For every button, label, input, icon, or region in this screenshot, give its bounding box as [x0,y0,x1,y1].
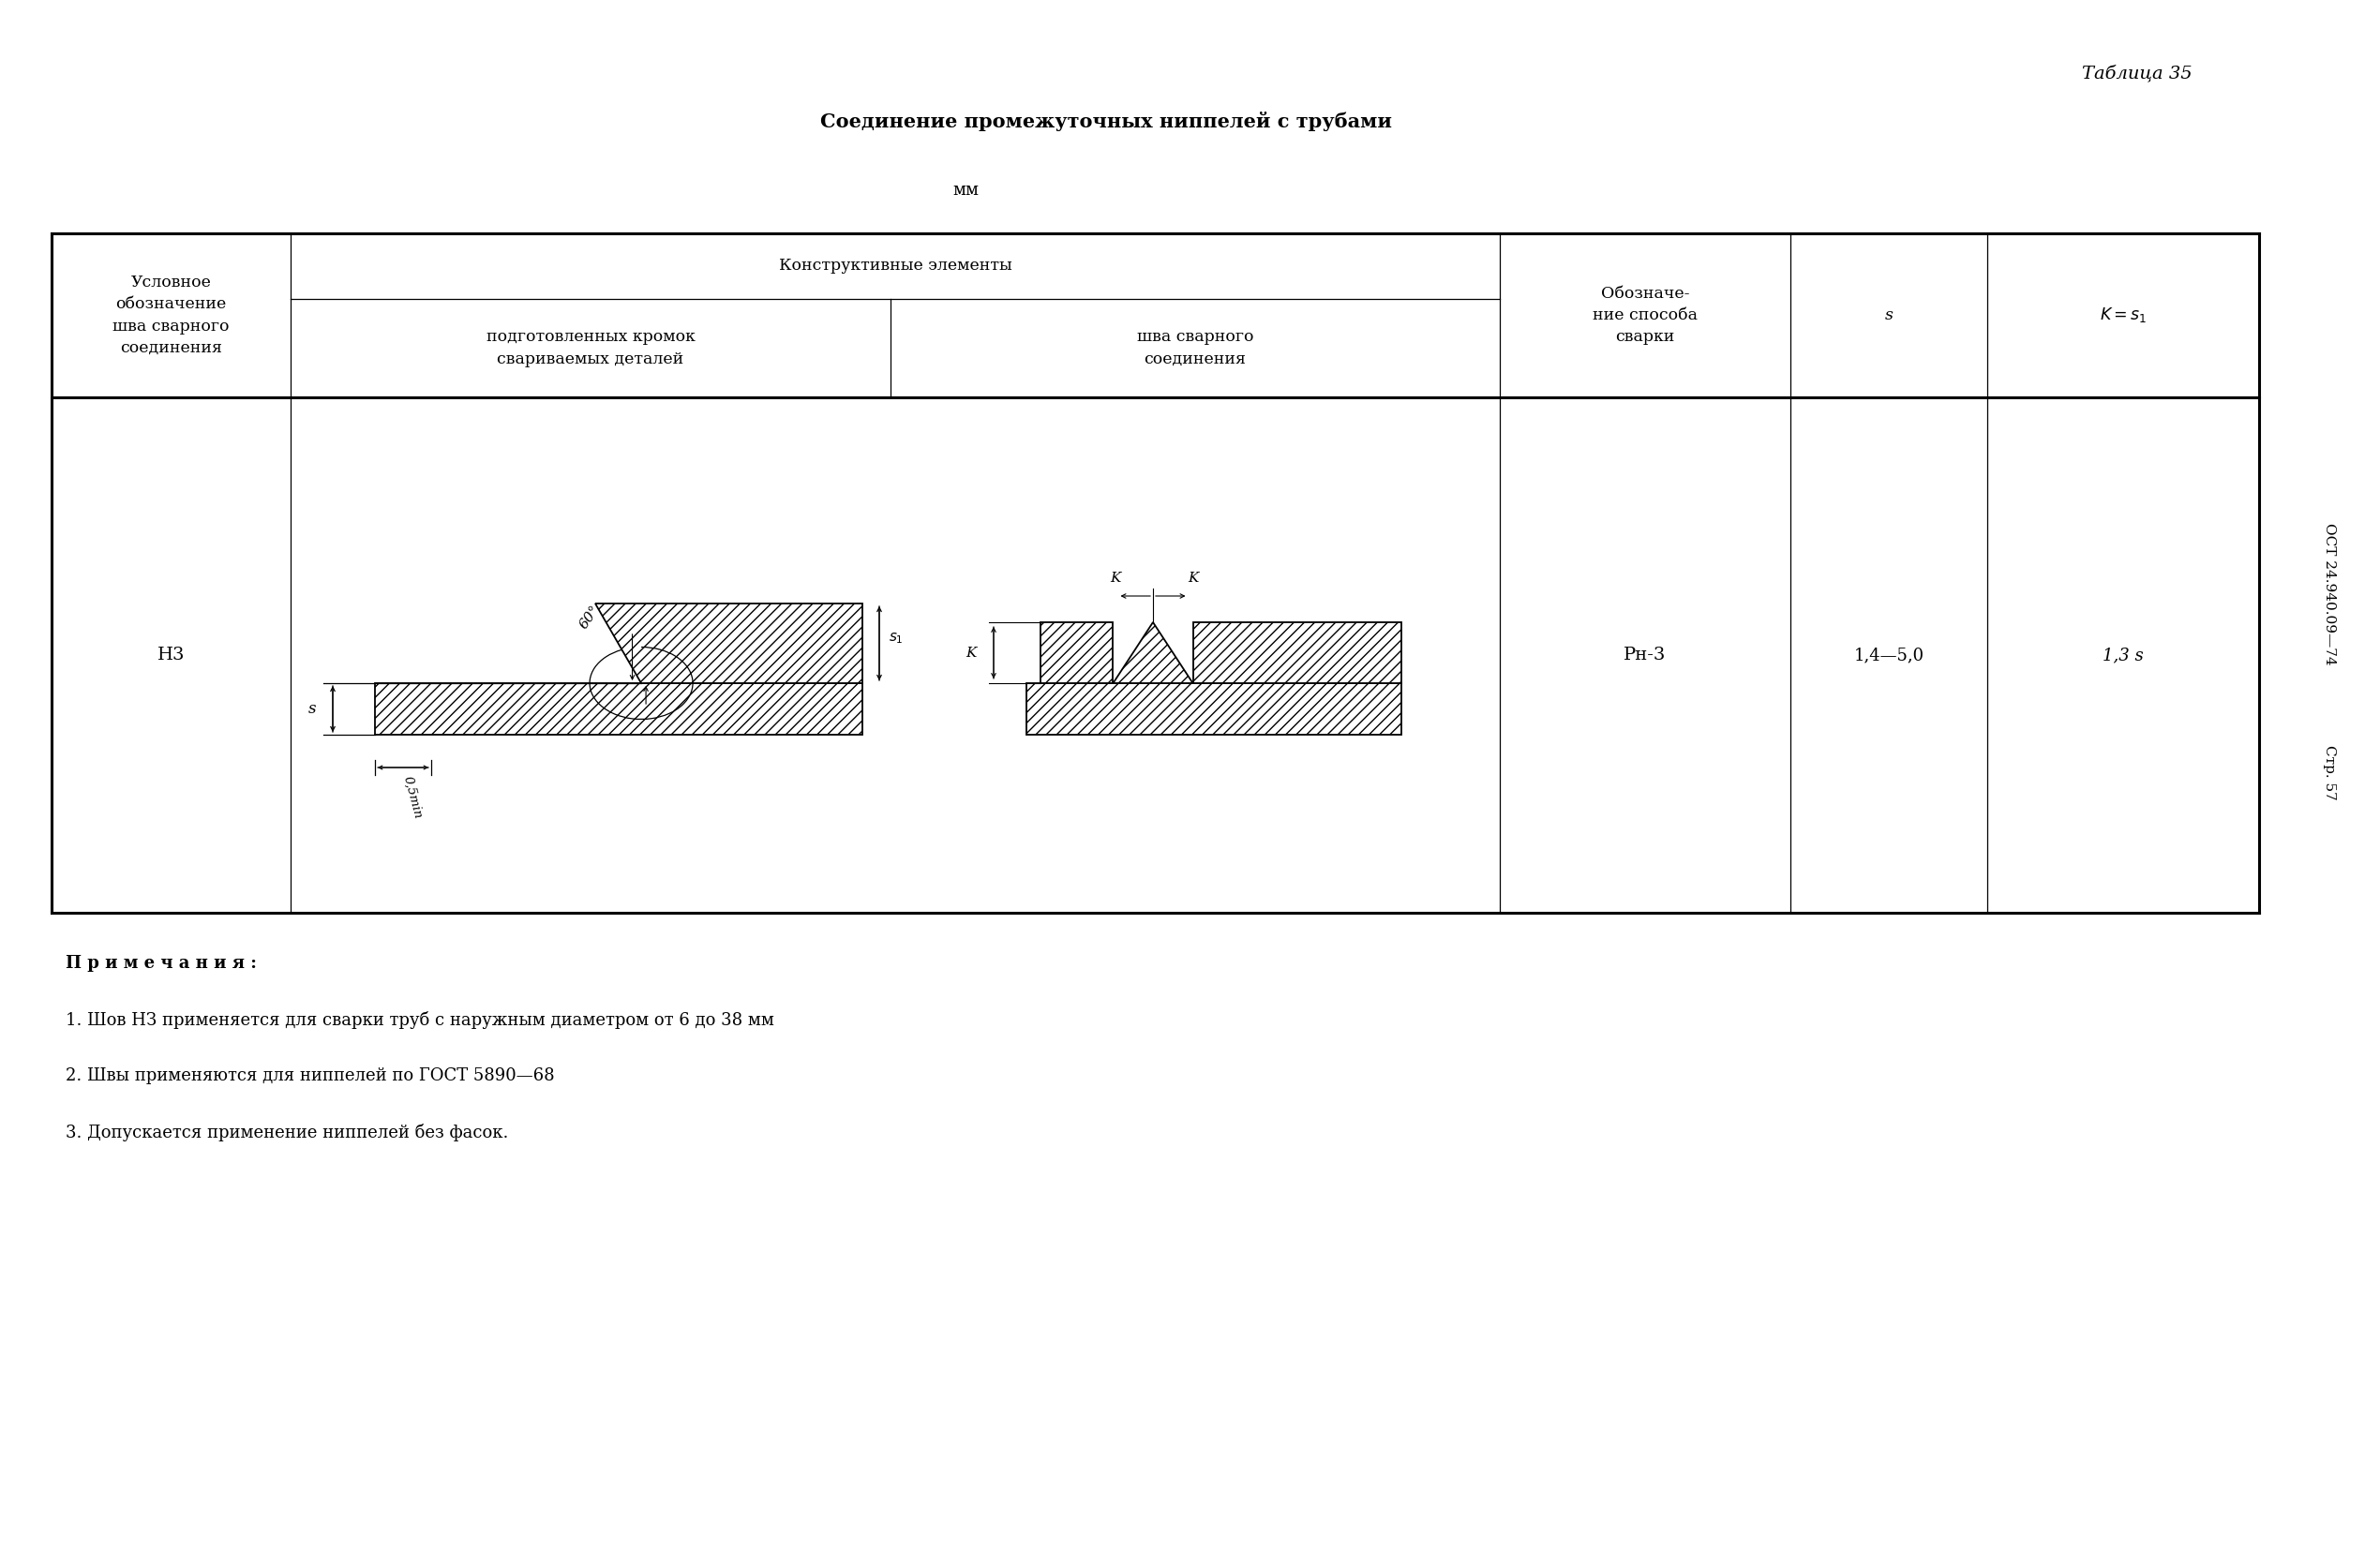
Text: $K = s_1$: $K = s_1$ [2099,305,2147,324]
Polygon shape [1114,622,1192,684]
Text: Условное
обозначение
шва сварного
соединения: Условное обозначение шва сварного соедин… [112,274,228,356]
Text: шва сварного
соединения: шва сварного соединения [1138,329,1254,367]
Text: П р и м е ч а н и я :: П р и м е ч а н и я : [67,955,257,972]
Text: 1,4—5,0: 1,4—5,0 [1854,646,1923,663]
Text: Обозначе-
ние способа
сварки: Обозначе- ние способа сварки [1592,285,1697,346]
Text: $s_1$: $s_1$ [888,631,904,646]
Text: K: K [1188,572,1197,584]
Text: s: s [1885,307,1892,324]
Text: Конструктивные элементы: Конструктивные элементы [778,259,1012,274]
Text: Рн-3: Рн-3 [1623,646,1666,663]
Text: Н3: Н3 [157,646,186,663]
Polygon shape [1192,622,1402,684]
Text: подготовленных кромок
свариваемых деталей: подготовленных кромок свариваемых детале… [486,329,695,367]
Polygon shape [595,603,862,684]
Text: s: s [307,701,317,718]
Text: 1,3 s: 1,3 s [2102,646,2144,663]
Polygon shape [376,684,862,735]
Text: Соединение промежуточных ниппелей с трубами: Соединение промежуточных ниппелей с труб… [821,112,1392,132]
Text: Таблица 35: Таблица 35 [2082,65,2192,82]
Text: K: K [1109,572,1121,584]
Text: 0,5min: 0,5min [400,775,424,820]
Text: K: K [966,646,976,659]
Text: 1. Шов НЗ применяется для сварки труб с наружным диаметром от 6 до 38 мм: 1. Шов НЗ применяется для сварки труб с … [67,1011,774,1029]
Polygon shape [1040,622,1114,684]
Text: 3. Допускается применение ниппелей без фасок.: 3. Допускается применение ниппелей без ф… [67,1124,509,1141]
Text: ОСТ 24.940.09—74: ОСТ 24.940.09—74 [2323,522,2335,665]
Text: Стр. 57: Стр. 57 [2323,744,2335,800]
Text: 2. Швы применяются для ниппелей по ГОСТ 5890—68: 2. Швы применяются для ниппелей по ГОСТ … [67,1068,555,1085]
Polygon shape [1026,684,1402,735]
Text: 60°: 60° [576,603,602,631]
Text: мм: мм [952,181,978,198]
